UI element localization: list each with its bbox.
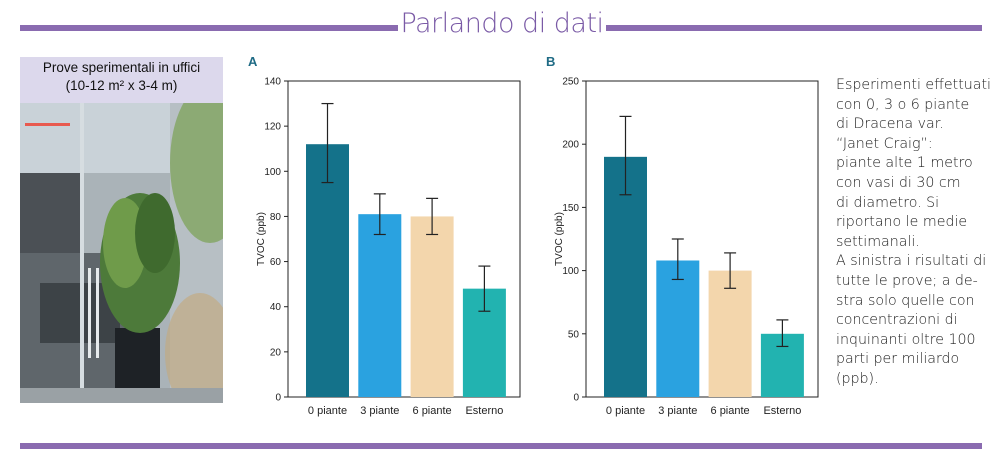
chart-a-ylabel: TVOC (ppb)	[256, 212, 267, 266]
chart-a-ytick-label: 60	[270, 257, 282, 268]
chart-a-panel-letter: A	[248, 54, 258, 69]
chart-b-ylabel: TVOC (ppb)	[554, 212, 565, 266]
chart-a-ytick-label: 140	[264, 77, 281, 88]
chart-b-ytick-label: 150	[562, 203, 579, 214]
chart-b-ytick-label: 0	[573, 393, 579, 404]
title-rule-right	[606, 25, 982, 31]
chart-b-category-label: 6 piante	[711, 405, 750, 417]
chart-b-bar	[656, 260, 700, 397]
chart-a-bar	[306, 144, 349, 397]
chart-a-ytick-label: 120	[264, 122, 281, 133]
chart-b-ytick-label: 50	[568, 329, 580, 340]
chart-a-bar	[410, 216, 454, 397]
chart-a-bar	[358, 214, 402, 397]
chart-b-ytick-label: 250	[562, 77, 579, 88]
office-photo	[20, 103, 223, 403]
chart-a-category-label: Esterno	[465, 405, 503, 417]
chart-a-plot-frame	[287, 80, 521, 398]
chart-a-panel: A 0 20 40 60 80 100 120 140 TVOC (ppb) 0 piante 3 p…	[238, 45, 528, 425]
title-rule-left	[20, 25, 398, 31]
chart-b-category-label: 0 piante	[606, 405, 645, 417]
chart-b-panel: B 0 50 100 150 200 250 TVOC (ppb) 0 piante 3 pian…	[536, 45, 826, 425]
chart-b-ytick-label: 100	[562, 266, 579, 277]
bottom-rule	[20, 443, 982, 449]
chart-a-category-label: 3 piante	[360, 405, 399, 417]
chart-b-ytick-label: 200	[562, 140, 579, 151]
chart-a: A 0 20 40 60 80 100 120 140 TVOC (ppb) 0 piante 3 p…	[248, 54, 521, 417]
chart-a-ytick-label: 100	[264, 167, 281, 178]
chart-a-ytick-label: 20	[270, 347, 282, 358]
chart-a-category-label: 0 piante	[308, 405, 347, 417]
chart-b-panel-letter: B	[546, 54, 555, 69]
office-photo-illustration	[20, 103, 223, 403]
description-text: Esperimenti effettuati con 0, 3 o 6 pian…	[836, 77, 991, 387]
chart-b-category-label: Esterno	[763, 405, 801, 417]
chart-b-plot-frame	[585, 80, 819, 398]
chart-b-category-label: 3 piante	[658, 405, 697, 417]
photo-caption: Prove sperimentali in uffici (10-12 m² x…	[20, 57, 223, 103]
chart-b-bar	[708, 270, 752, 397]
chart-b: B 0 50 100 150 200 250 TVOC (ppb) 0 piante 3 pian…	[546, 54, 819, 417]
chart-b-bar	[604, 156, 647, 397]
chart-a-category-label: 6 piante	[413, 405, 452, 417]
chart-a-ytick-label: 80	[270, 212, 282, 223]
chart-a-ytick-label: 40	[270, 302, 282, 313]
chart-a-ytick-label: 0	[275, 393, 281, 404]
page-title: Parlando di dati	[400, 8, 604, 39]
